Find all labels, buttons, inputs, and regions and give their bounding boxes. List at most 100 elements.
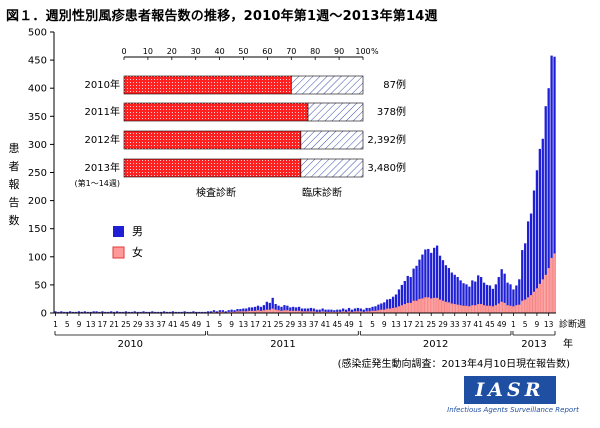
male-bar — [130, 311, 133, 313]
x-tick-label: 13 — [391, 320, 401, 329]
female-bar — [412, 300, 415, 314]
female-bar — [415, 300, 418, 314]
female-bar — [520, 300, 524, 314]
male-bar — [394, 294, 398, 308]
inset-clinical-bar — [307, 102, 364, 122]
x-tick-label: 41 — [473, 320, 483, 329]
female-bar — [529, 294, 533, 314]
male-bar — [312, 308, 315, 312]
inset-total-label: 378例 — [377, 105, 406, 118]
inset-x-tick-label: 50 — [238, 47, 248, 56]
male-bar — [259, 306, 263, 311]
x-tick-label: 5 — [65, 320, 70, 329]
x-tick-label: 45 — [333, 320, 343, 329]
male-bar — [356, 307, 359, 312]
male-bar — [80, 311, 84, 313]
male-bar — [107, 311, 110, 313]
male-bar — [145, 311, 148, 313]
x-tick-label: 45 — [180, 320, 190, 329]
male-bar — [77, 311, 81, 313]
female-bar — [515, 305, 518, 314]
male-bar — [113, 311, 116, 313]
female-bar — [465, 305, 468, 314]
inset-x-tick-label: 80 — [310, 47, 320, 56]
male-bar — [482, 282, 486, 306]
inset-lab-bar — [123, 158, 302, 178]
male-bar — [74, 311, 78, 313]
y-axis-label-char: 患 — [9, 142, 20, 155]
male-bar — [339, 309, 342, 312]
female-bar — [432, 297, 436, 314]
inset-total-label: 2,392例 — [367, 133, 406, 146]
male-bar — [154, 311, 157, 313]
x-tick-label: 1 — [358, 320, 363, 329]
x-tick-label: 9 — [535, 320, 540, 329]
x-tick-label: 13 — [544, 320, 554, 329]
male-bar — [124, 311, 128, 313]
male-bar — [497, 277, 500, 304]
male-bar — [459, 280, 462, 306]
male-bar — [265, 301, 268, 310]
x-tick-label: 33 — [297, 320, 307, 329]
male-bar — [118, 311, 122, 313]
male-bar — [104, 311, 107, 313]
male-bar — [303, 308, 307, 312]
male-bar — [242, 308, 245, 312]
x-tick-label: 5 — [217, 320, 222, 329]
inset-x-unit: % — [371, 47, 379, 56]
male-bar — [406, 275, 409, 303]
x-tick-label: 21 — [109, 320, 119, 329]
y-tick-label: 0 — [41, 309, 47, 320]
female-bar — [274, 309, 277, 314]
male-bar — [92, 311, 95, 313]
x-tick-label: 37 — [156, 320, 166, 329]
male-bar — [268, 302, 271, 310]
female-bar — [506, 305, 509, 314]
female-bar — [271, 308, 274, 314]
female-bar — [388, 308, 392, 314]
male-bar — [57, 311, 60, 313]
female-bar — [459, 305, 462, 314]
female-bar — [462, 305, 465, 314]
female-bar — [547, 267, 550, 314]
y-tick-label: 250 — [28, 168, 47, 179]
male-bar — [168, 311, 172, 313]
x-tick-label: 37 — [462, 320, 472, 329]
y-tick-label: 150 — [28, 224, 47, 235]
male-bar — [474, 281, 477, 306]
x-tick-label: 25 — [426, 320, 436, 329]
male-bar — [403, 280, 406, 305]
male-bar — [553, 56, 556, 254]
male-bar — [468, 286, 471, 307]
male-bar — [462, 283, 465, 306]
male-bar — [477, 275, 480, 305]
male-bar — [142, 311, 145, 313]
male-bar — [127, 311, 131, 313]
inset-x-tick-label: 60 — [262, 47, 272, 56]
male-bar — [289, 307, 292, 311]
male-bar — [121, 311, 125, 313]
male-bar — [192, 311, 195, 313]
female-bar — [418, 298, 421, 314]
male-bar — [433, 247, 436, 298]
male-bar — [271, 297, 274, 309]
male-bar — [535, 170, 539, 289]
male-bar — [274, 304, 277, 310]
y-tick-label: 50 — [34, 280, 47, 291]
male-bar — [224, 311, 227, 313]
male-bar — [198, 311, 201, 313]
x-tick-label: 5 — [370, 320, 375, 329]
male-bar — [227, 310, 230, 312]
female-bar — [453, 303, 456, 314]
male-bar — [101, 311, 104, 313]
male-bar — [353, 308, 357, 312]
male-bar — [453, 274, 456, 305]
female-bar — [518, 304, 521, 314]
male-bar — [400, 284, 404, 306]
male-bar — [54, 311, 57, 313]
source-note: (感染症発生動向調査：2013年4月10日現在報告数) — [337, 359, 570, 370]
male-bar — [547, 88, 550, 269]
x-tick-label: 25 — [121, 320, 131, 329]
x-tick-label: 9 — [229, 320, 234, 329]
inset-lab-bar — [123, 75, 292, 95]
